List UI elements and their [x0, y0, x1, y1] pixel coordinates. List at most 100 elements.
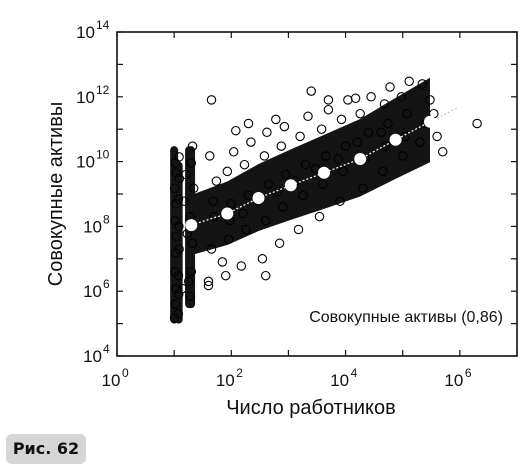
x-tick-label: 10: [216, 371, 235, 390]
scatter-point: [281, 169, 291, 180]
y-axis-label: Совокупные активы: [45, 102, 67, 286]
scatter-point: [203, 280, 214, 291]
trend-marker: [389, 133, 402, 146]
scatter-point: [171, 231, 182, 241]
scatter-point: [231, 125, 241, 136]
trend-marker: [221, 207, 234, 220]
x-tick-label: 10: [444, 371, 463, 390]
x-axis-label: Число работников: [226, 397, 396, 419]
scatter-point: [404, 76, 414, 87]
scatter-point: [188, 183, 199, 194]
scatter-point: [383, 118, 393, 129]
scatter-point: [171, 199, 181, 209]
scatter-point: [358, 183, 368, 194]
scatter-point: [385, 82, 395, 92]
scatter-point: [366, 92, 376, 102]
scatter-point: [183, 276, 194, 287]
scatter-point: [228, 147, 239, 157]
scatter-point: [314, 211, 325, 222]
figure-caption: Рис. 62: [6, 434, 86, 464]
scatter-point: [379, 99, 390, 109]
scatter-point: [169, 183, 180, 194]
scatter-point: [336, 114, 347, 125]
scatter-point: [295, 131, 305, 142]
scatter-point: [343, 95, 353, 105]
scatter-point: [380, 141, 391, 151]
scatter-point: [238, 208, 248, 219]
scatter-point: [293, 224, 304, 235]
scatter-point: [181, 169, 191, 180]
scatter-point: [217, 257, 228, 267]
scatter-point: [396, 92, 407, 102]
scatter-point: [185, 291, 195, 301]
scatter-point: [236, 261, 247, 271]
scatter-point: [306, 86, 316, 96]
scatter-point: [179, 196, 189, 206]
scatter-point: [171, 283, 181, 294]
scatter-point: [211, 176, 222, 186]
scatter-point: [323, 104, 334, 115]
scatter-point: [298, 190, 308, 201]
x-tick-label: 10: [330, 371, 349, 390]
scatter-point: [220, 270, 231, 281]
scatter-point: [425, 95, 435, 105]
scatter-point: [417, 79, 428, 89]
trend-line: [185, 107, 458, 232]
scatter-point: [263, 179, 274, 189]
scatter-point: [257, 254, 268, 264]
scatter-point: [272, 186, 283, 197]
trend-marker: [318, 166, 330, 179]
scatter-point: [186, 158, 197, 168]
x-axis-ticks: 10 0 10 2 10 4 10 6: [102, 32, 518, 390]
scatter-point: [335, 196, 345, 206]
scatter-point: [321, 151, 331, 161]
scatter-point: [186, 266, 197, 277]
scatter-point: [363, 127, 374, 138]
scatter-point: [437, 147, 448, 157]
y-tick-label: 10: [76, 23, 95, 42]
scatter-point: [276, 141, 287, 151]
scatter-point: [170, 299, 181, 309]
scatter-point: [243, 118, 254, 129]
y-tick-label: 10: [83, 217, 102, 236]
chart-figure: 10 0 10 2 10 4 10 6 10 4 10 6 10 8 10 10 10 12 10 14 Совок…: [45, 18, 518, 419]
scatter-point: [338, 166, 348, 177]
y-tick-exponent: 4: [103, 342, 110, 356]
scatter-point: [378, 166, 388, 177]
scatter-point: [274, 238, 285, 249]
scatter-point: [316, 124, 327, 134]
scatter-point: [472, 118, 482, 129]
scatter-point: [340, 141, 351, 151]
scatter-point: [260, 270, 271, 281]
trend-marker: [185, 219, 198, 232]
scatter-point: [262, 127, 272, 138]
density-band: [191, 77, 430, 256]
scatter-point: [432, 131, 442, 142]
scatter-point: [246, 137, 256, 147]
scatter-point: [318, 179, 328, 189]
scatter-point: [173, 309, 184, 319]
scatter-point: [278, 202, 288, 212]
scatter-point: [173, 270, 184, 281]
scatter-point: [260, 215, 271, 226]
y-tick-label: 10: [76, 88, 95, 107]
scatter-point: [355, 108, 365, 119]
scatter-point: [226, 199, 237, 209]
scatter-point: [187, 238, 198, 249]
y-tick-label: 10: [83, 347, 102, 366]
scatter-point: [223, 234, 234, 245]
scatter-point: [174, 221, 184, 232]
scatter-point: [174, 244, 184, 254]
x-tick-exponent: 2: [236, 366, 243, 380]
scatter-point: [173, 194, 184, 204]
trend-marker: [252, 192, 265, 204]
scatter-point: [243, 190, 254, 201]
trend-marker: [354, 153, 367, 165]
scatter-point: [323, 95, 334, 105]
scatter-point: [208, 196, 218, 206]
scatter-point: [271, 114, 281, 125]
scatter-point: [174, 152, 184, 162]
scatter-point: [205, 151, 215, 161]
y-tick-exponent: 8: [103, 212, 110, 226]
